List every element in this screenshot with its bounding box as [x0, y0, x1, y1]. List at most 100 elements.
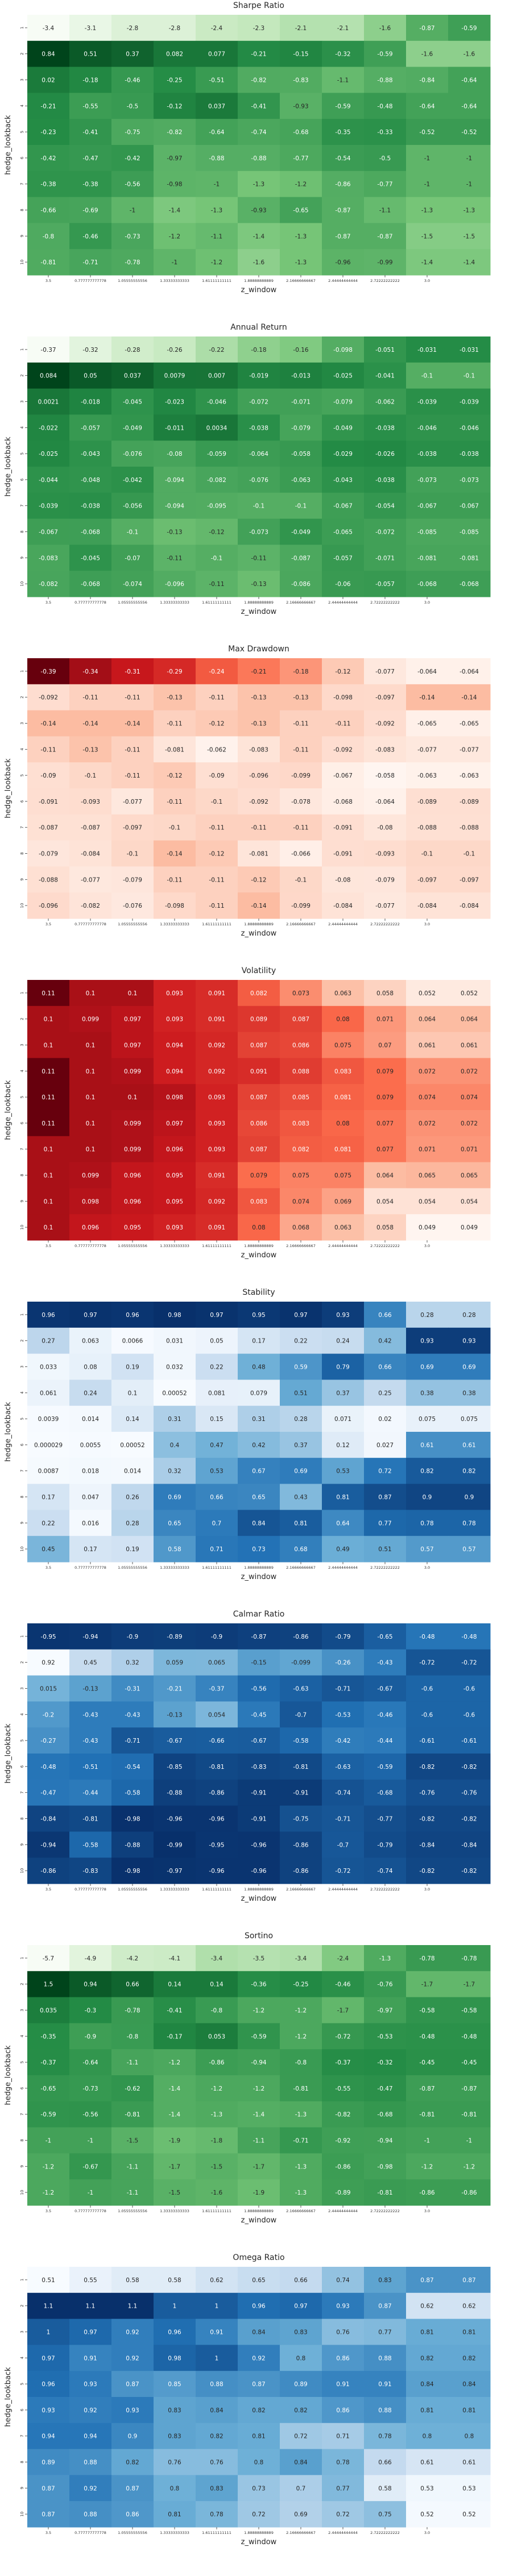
- cell-value-label: 0.1: [44, 1042, 53, 1049]
- heatmap-cell: [322, 1188, 365, 1215]
- cell-value-label: 0.84: [252, 2329, 266, 2336]
- heatmap-cell: [69, 145, 112, 172]
- y-tick-label: 8: [20, 530, 24, 533]
- heatmap-cell: [448, 1945, 491, 1972]
- cell-value-label: -0.067: [417, 503, 437, 510]
- heatmap-cell: [280, 197, 322, 223]
- cell-value-label: -0.089: [460, 799, 479, 805]
- heatmap-panel: Sortino-5.7 -4.9 -4.2 -4.1 -3.4 -3.5 -3.4 -2.4-…: [4, 1931, 491, 2225]
- heatmap-cell: [111, 788, 154, 815]
- cell-value-label: -0.43: [82, 1711, 98, 1718]
- heatmap-cell: [322, 2319, 365, 2345]
- cell-value-label: 0.0021: [38, 399, 59, 406]
- cell-value-label: -0.41: [82, 129, 98, 136]
- heatmap-cell: [364, 2423, 407, 2450]
- heatmap-cell: [238, 2127, 280, 2154]
- heatmap-cell: [238, 658, 280, 685]
- cell-value-label: -0.86: [419, 2189, 434, 2196]
- cell-value-label: 0.88: [84, 2511, 97, 2518]
- x-tick-label: 2.16666666667: [286, 600, 316, 605]
- heatmap-cell: [27, 2049, 70, 2076]
- cell-value-label: -0.54: [335, 155, 350, 162]
- heatmap-cell: [448, 518, 491, 545]
- heatmap-cell: [280, 1831, 322, 1858]
- cell-value-label: -0.13: [82, 746, 98, 753]
- cell-value-label: -0.088: [39, 876, 58, 883]
- cell-value-label: 0.083: [250, 1198, 267, 1205]
- cell-value-label: -1: [130, 207, 135, 214]
- heatmap-cell: [238, 2475, 280, 2502]
- heatmap-cell: [238, 762, 280, 789]
- heatmap-cell: [238, 67, 280, 93]
- cell-value-label: 0.072: [419, 1120, 436, 1127]
- heatmap-cell: [448, 710, 491, 737]
- heatmap-cell: [111, 1945, 154, 1972]
- cell-value-label: -0.82: [251, 77, 266, 84]
- cell-value-label: 0.53: [210, 1468, 223, 1475]
- y-tick-label: 8: [20, 2461, 24, 2463]
- y-tick-label: 5: [20, 2061, 24, 2063]
- heatmap-cell: [69, 1971, 112, 1998]
- cell-value-label: 0.075: [292, 1173, 309, 1179]
- y-tick-label: 1: [20, 27, 24, 29]
- heatmap-cell: [69, 1084, 112, 1111]
- cell-value-label: -0.077: [375, 668, 395, 675]
- heatmap-cell: [322, 1945, 365, 1972]
- cell-value-label: 0.78: [462, 1520, 475, 1527]
- heatmap-cell: [27, 866, 70, 893]
- heatmap-cell: [111, 492, 154, 520]
- heatmap-cell: [238, 2345, 280, 2371]
- heatmap-cell: [111, 1727, 154, 1754]
- y-tick-label: 3: [20, 78, 24, 81]
- cell-value-label: 0.1: [44, 1016, 53, 1023]
- heatmap-cell: [280, 980, 322, 1007]
- heatmap-cell: [406, 1353, 449, 1380]
- heatmap-cell: [111, 571, 154, 597]
- cell-value-label: -0.97: [167, 155, 182, 162]
- y-tick-label: 10: [20, 903, 24, 908]
- heatmap-cell: [406, 467, 449, 493]
- x-tick-label: 3.0: [424, 279, 430, 283]
- heatmap-cell: [154, 1831, 196, 1858]
- x-tick-label: 2.72222222222: [370, 2209, 400, 2213]
- heatmap-cell: [69, 1831, 112, 1858]
- cell-value-label: 0.89: [42, 2459, 55, 2466]
- heatmap-cell: [238, 223, 280, 250]
- heatmap-cell: [364, 1058, 407, 1085]
- heatmap-cell: [27, 1162, 70, 1189]
- heatmap-cell: [154, 1058, 196, 1085]
- cell-value-label: -0.23: [40, 129, 56, 136]
- heatmap-cell: [322, 2371, 365, 2398]
- cell-value-label: 0.1: [44, 1173, 53, 1179]
- cell-value-label: -0.8: [43, 233, 55, 240]
- heatmap-cell: [154, 1945, 196, 1972]
- heatmap-cell: [196, 1701, 238, 1728]
- heatmap-cell: [364, 1971, 407, 1998]
- y-tick-label: 8: [20, 1495, 24, 1498]
- cell-value-label: 0.83: [378, 2277, 391, 2284]
- heatmap-cell: [154, 518, 196, 545]
- heatmap-cell: [196, 1136, 238, 1163]
- heatmap-cell: [280, 1188, 322, 1215]
- heatmap-cell: [238, 518, 280, 545]
- heatmap-cell: [322, 119, 365, 146]
- y-tick-label: 6: [20, 800, 24, 803]
- heatmap-cell: [322, 1649, 365, 1676]
- cell-value-label: 0.093: [208, 1120, 225, 1127]
- cell-value-label: -0.42: [335, 1738, 350, 1744]
- heatmap-cell: [27, 518, 70, 545]
- y-tick-label: 4: [20, 1070, 24, 1073]
- cell-value-label: 0.87: [378, 2303, 391, 2310]
- heatmap-cell: [238, 40, 280, 68]
- heatmap-cell: [111, 1831, 154, 1858]
- heatmap-cell: [111, 892, 154, 919]
- cell-value-label: -0.9: [127, 1634, 139, 1640]
- cell-value-label: -0.13: [251, 581, 266, 588]
- heatmap-cell: [280, 1006, 322, 1033]
- cell-value-label: 0.24: [336, 1338, 350, 1345]
- heatmap-cell: [280, 336, 322, 363]
- heatmap-cell: [111, 145, 154, 172]
- cell-value-label: 0.93: [420, 1338, 433, 1345]
- heatmap-cell: [196, 2075, 238, 2102]
- heatmap-cell: [238, 1457, 280, 1485]
